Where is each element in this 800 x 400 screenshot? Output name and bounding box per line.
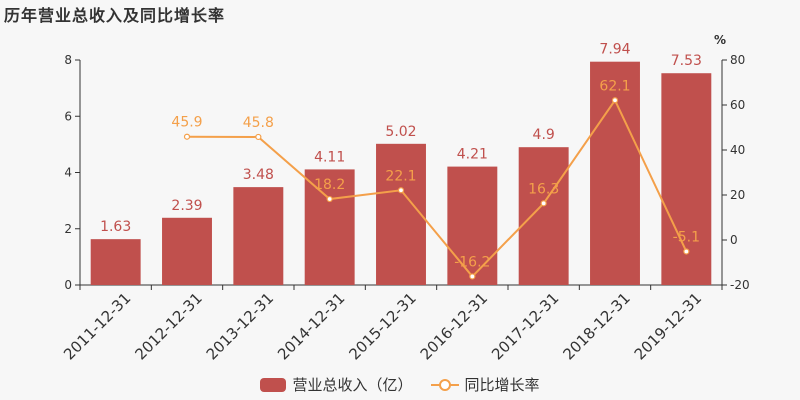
growth-point: [255, 133, 262, 141]
legend-label-revenue: 营业总收入（亿）: [292, 376, 413, 394]
bar-value-label: 7.94: [599, 42, 630, 58]
bar: [162, 217, 212, 285]
y-right-tick-label: 40: [730, 143, 745, 157]
x-tick-label: 2015-12-31: [345, 289, 419, 363]
legend-item-growth[interactable]: 同比增长率: [430, 374, 540, 395]
y-right-axis-label: %: [714, 33, 726, 47]
bar: [304, 169, 355, 285]
growth-value-label: 18.2: [314, 177, 345, 193]
y-right-tick-label: -20: [730, 278, 750, 292]
y-right-tick-label: 0: [730, 233, 738, 247]
growth-point: [183, 133, 191, 140]
x-tick-label: 2014-12-31: [274, 289, 348, 363]
bar-value-label: 7.53: [671, 53, 702, 69]
bar-value-label: 5.02: [385, 124, 416, 140]
chart-title: 历年营业总收入及同比增长率: [4, 6, 226, 25]
y-left-tick-label: 6: [64, 109, 72, 123]
x-tick-label: 2011-12-31: [60, 289, 134, 363]
legend-swatch-growth: [430, 378, 459, 392]
x-tick-label: 2017-12-31: [488, 289, 562, 363]
growth-value-label: 45.8: [243, 115, 274, 131]
bar-value-label: 4.9: [533, 127, 555, 143]
y-right-tick-label: 20: [730, 188, 745, 202]
x-tick-label: 2013-12-31: [203, 289, 277, 363]
bar: [447, 166, 498, 285]
x-tick-label: 2019-12-31: [631, 289, 705, 363]
bar-value-label: 2.39: [171, 198, 202, 214]
growth-value-label: 22.1: [385, 168, 416, 184]
y-left-tick-label: 4: [64, 166, 72, 180]
y-left-tick-label: 0: [64, 278, 72, 292]
growth-line: [186, 98, 688, 278]
growth-point: [540, 200, 547, 207]
growth-value-label: 16.3: [528, 181, 559, 197]
y-left-tick-label: 8: [64, 53, 72, 67]
x-tick-label: 2012-12-31: [131, 289, 205, 363]
bar: [233, 187, 284, 285]
bar: [376, 143, 426, 285]
y-right-tick-label: 80: [730, 53, 745, 67]
bar: [518, 147, 569, 285]
chart-legend[interactable]: 营业总收入（亿） 同比增长率: [0, 374, 800, 395]
legend-swatch-revenue: [260, 377, 287, 392]
growth-value-label: -16.2: [454, 254, 490, 270]
bar: [590, 61, 640, 285]
growth-point: [326, 195, 333, 203]
x-tick-label: 2018-12-31: [559, 289, 633, 363]
y-right-tick-label: 60: [730, 98, 745, 112]
bar: [90, 239, 141, 285]
growth-value-label: 62.1: [599, 78, 630, 94]
bar-value-label: 1.63: [100, 219, 131, 235]
bar-value-label: 3.48: [243, 167, 274, 183]
growth-point: [397, 187, 405, 194]
growth-value-label: 45.9: [171, 115, 202, 131]
x-tick-label: 2016-12-31: [417, 289, 491, 363]
growth-point: [683, 248, 690, 255]
bar-value-label: 4.21: [457, 147, 488, 163]
legend-item-revenue[interactable]: 营业总收入（亿）: [260, 374, 413, 395]
bar-value-label: 4.11: [314, 149, 345, 165]
growth-point: [469, 273, 476, 280]
growth-point: [611, 97, 619, 104]
growth-value-label: -5.1: [673, 229, 700, 245]
legend-label-growth: 同比增长率: [464, 376, 540, 394]
y-left-tick-label: 2: [64, 222, 72, 236]
